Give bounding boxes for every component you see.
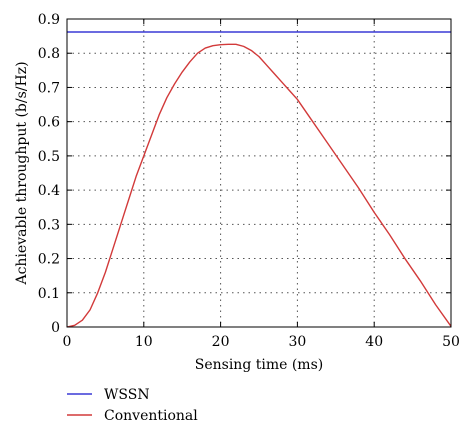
x-tick-label: 40 [365,334,383,350]
x-tick-label: 10 [135,334,153,350]
y-tick-label: 0.6 [38,115,60,131]
y-tick-label: 0.9 [38,12,60,28]
y-tick-label: 0.2 [38,252,60,268]
series-line-conventional [66,43,452,328]
y-tick-label: 0.8 [38,46,60,62]
legend-label-conventional: Conventional [104,408,198,424]
y-tick-labels: 0 0.1 0.2 0.3 0.4 0.5 0.6 0.7 0.8 0.9 [38,12,60,336]
x-tick-label: 0 [63,334,72,350]
y-tick-label: 0.7 [38,80,60,96]
x-axis-label: Sensing time (ms) [195,357,323,373]
legend: WSSN Conventional [67,387,198,424]
y-tick-label: 0.5 [38,149,60,165]
y-tick-label: 0.1 [38,286,60,302]
x-tick-label: 30 [288,334,306,350]
y-tick-label: 0 [51,320,60,336]
x-tick-labels: 0 10 20 30 40 50 [63,334,460,350]
y-tick-label: 0.4 [38,183,60,199]
plot-area-frame [66,18,452,328]
x-tick-label: 20 [212,334,230,350]
legend-label-wssn: WSSN [104,387,150,403]
y-tick-label: 0.3 [38,217,60,233]
series-layer [66,31,452,328]
x-tick-label: 50 [442,334,460,350]
grid [67,19,451,327]
y-axis-label: Achievable throughput (b/s/Hz) [14,61,30,285]
axis-ticks [66,18,452,328]
